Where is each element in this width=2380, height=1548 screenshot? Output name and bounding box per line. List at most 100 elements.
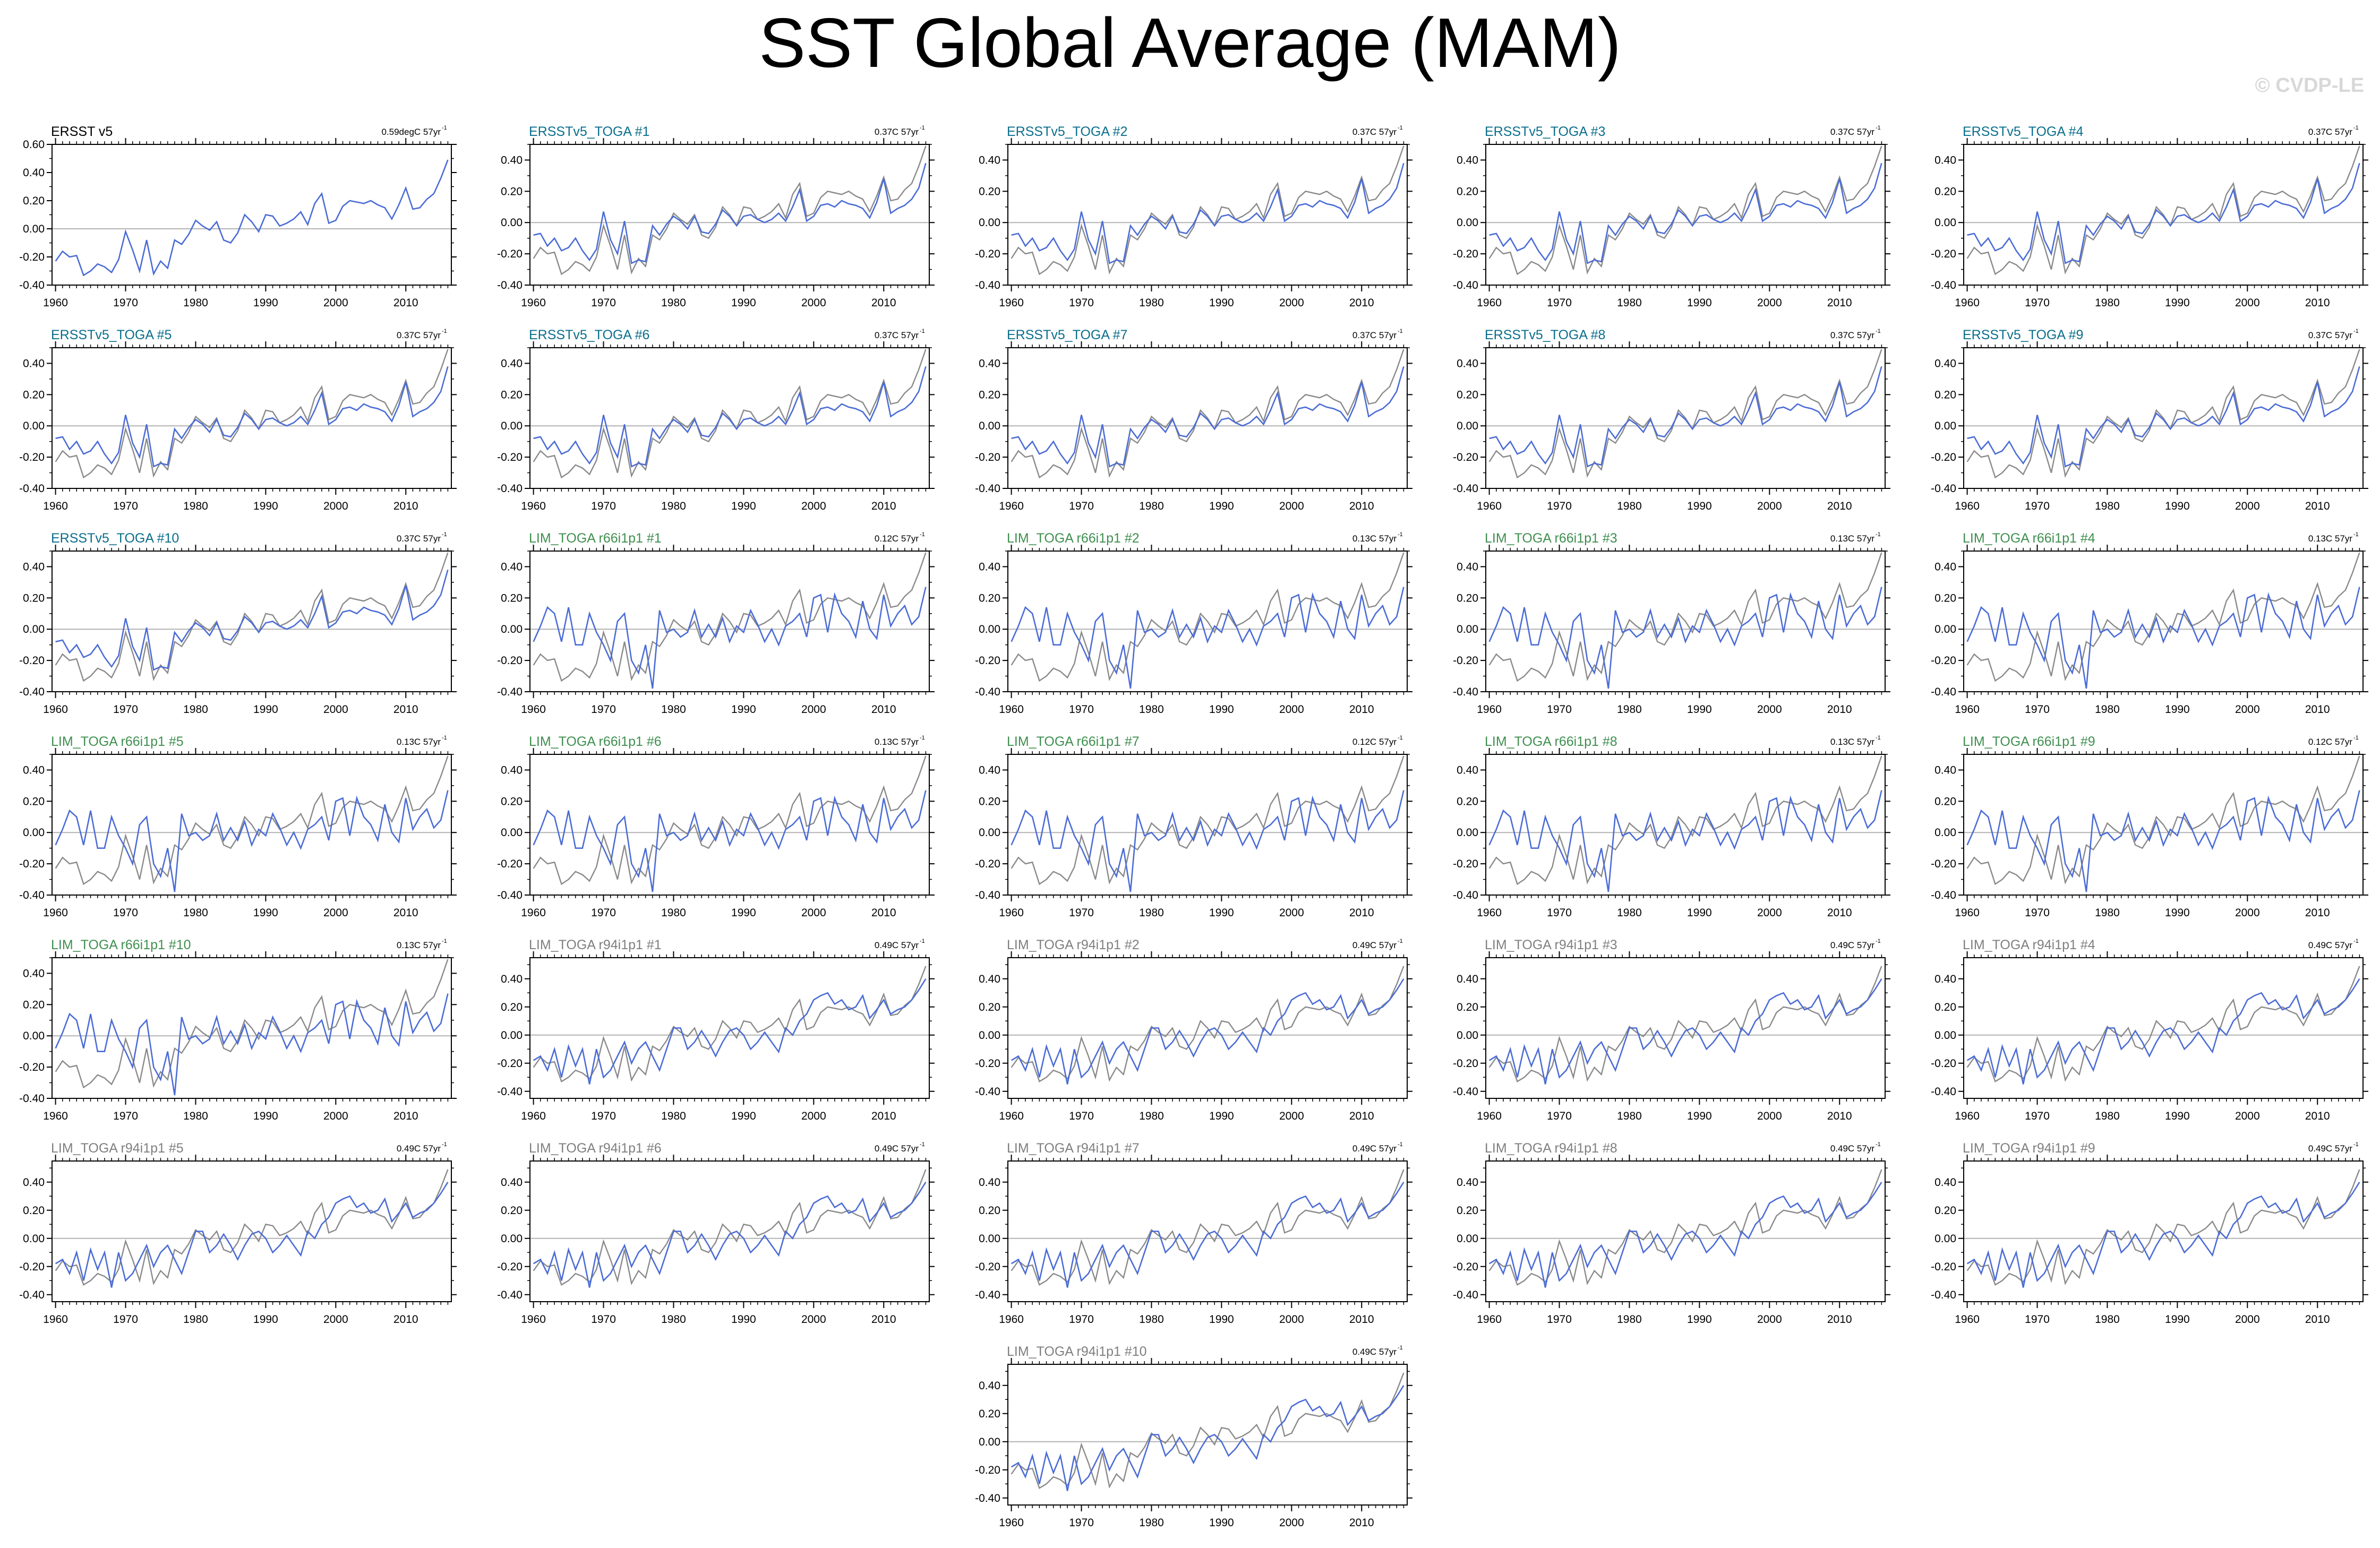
- x-tick-label: 1970: [2025, 703, 2050, 716]
- panel-9: ERSSTv5_TOGA #8 0.37C 57yr -1 0.40 0.20 0.00 -…: [1453, 328, 1890, 512]
- x-tick-label: 1970: [591, 703, 616, 716]
- panel-trend-exponent: -1: [442, 735, 447, 741]
- y-tick-label: -0.20: [19, 858, 45, 870]
- x-tick-label: 1980: [183, 1313, 208, 1326]
- series-line-member: [1966, 978, 2360, 1085]
- panel-26: LIM_TOGA r94i1p1 #5 0.49C 57yr -1 0.40 0.20 0…: [19, 1141, 457, 1326]
- x-tick-label: 1980: [661, 1313, 686, 1326]
- y-tick-label: -0.40: [1931, 1086, 1956, 1098]
- y-tick-label: 0.40: [23, 561, 45, 573]
- panel-28: LIM_TOGA r94i1p1 #7 0.49C 57yr -1 0.40 0.20 0…: [975, 1141, 1412, 1326]
- series-line-member: [1011, 1182, 1405, 1288]
- panel-trend-label: 0.49C 57yr: [2308, 1143, 2352, 1154]
- series-line-observed-overlay: [1011, 1169, 1405, 1286]
- y-tick-label: -0.20: [1931, 451, 1956, 463]
- y-tick-label: -0.40: [19, 1093, 45, 1105]
- panel-trend-exponent: -1: [2353, 125, 2359, 131]
- x-tick-label: 2010: [871, 500, 896, 512]
- series-line-observed-overlay: [1011, 552, 1405, 682]
- y-tick-label: 0.40: [501, 1176, 523, 1189]
- panel-10: ERSSTv5_TOGA #9 0.37C 57yr -1 0.40 0.20 0.00 -…: [1931, 328, 2368, 512]
- panel-17: LIM_TOGA r66i1p1 #6 0.13C 57yr -1 0.40 0.20 0…: [497, 734, 935, 919]
- y-tick-label: -0.40: [975, 1086, 1000, 1098]
- x-tick-label: 1970: [2025, 500, 2050, 512]
- x-tick-label: 1980: [1617, 500, 1642, 512]
- panel-trend-label: 0.49C 57yr: [2308, 940, 2352, 950]
- panel-trend-label: 0.49C 57yr: [1352, 1347, 1397, 1357]
- y-tick-label: 0.00: [1457, 623, 1478, 635]
- y-tick-label: -0.40: [497, 1289, 523, 1301]
- series-line-member: [1488, 790, 1882, 892]
- panel-title: LIM_TOGA r94i1p1 #5: [51, 1141, 184, 1156]
- series-line-observed-overlay: [1966, 966, 2360, 1082]
- x-tick-label: 1960: [521, 907, 546, 919]
- y-tick-label: 0.40: [1457, 357, 1478, 369]
- panel-title: LIM_TOGA r66i1p1 #5: [51, 734, 184, 749]
- x-tick-label: 2010: [393, 500, 418, 512]
- series-line-observed-overlay: [533, 349, 927, 479]
- panel-title: LIM_TOGA r66i1p1 #3: [1485, 531, 1617, 546]
- panel-trend-label: 0.37C 57yr: [2308, 330, 2352, 340]
- panel-trend-label: 0.49C 57yr: [397, 1143, 441, 1154]
- x-tick-label: 1990: [1687, 500, 1712, 512]
- x-tick-label: 2000: [1757, 1313, 1782, 1326]
- x-tick-label: 2000: [801, 297, 826, 309]
- y-tick-label: 0.00: [979, 1436, 1000, 1448]
- panel-trend-label: 0.13C 57yr: [1352, 534, 1397, 544]
- y-tick-label: 0.40: [1934, 357, 1956, 369]
- x-tick-label: 1960: [1955, 1313, 1980, 1326]
- panel-27: LIM_TOGA r94i1p1 #6 0.49C 57yr -1 0.40 0.20 0…: [497, 1141, 935, 1326]
- panel-trend-exponent: -1: [442, 125, 447, 131]
- panel-30: LIM_TOGA r94i1p1 #9 0.49C 57yr -1 0.40 0.20 0…: [1931, 1141, 2368, 1326]
- series-line-member: [533, 978, 927, 1085]
- y-tick-label: -0.20: [19, 655, 45, 667]
- x-tick-label: 1980: [661, 907, 686, 919]
- y-tick-label: 0.20: [501, 592, 523, 604]
- y-tick-label: 0.40: [979, 973, 1000, 985]
- x-tick-label: 1960: [43, 1313, 68, 1326]
- x-tick-label: 2000: [1279, 703, 1304, 716]
- series-line-member: [1967, 162, 2360, 264]
- panel-title: LIM_TOGA r94i1p1 #10: [1007, 1344, 1147, 1359]
- panel-title: LIM_TOGA r66i1p1 #8: [1485, 734, 1617, 749]
- x-tick-label: 2000: [323, 703, 348, 716]
- panel-trend-label: 0.13C 57yr: [1830, 737, 1874, 747]
- x-tick-label: 1960: [1477, 1313, 1502, 1326]
- y-tick-label: 0.20: [23, 592, 45, 604]
- series-line-member: [55, 1182, 449, 1288]
- panel-title: ERSSTv5_TOGA #5: [51, 328, 172, 342]
- series-line-member: [1488, 587, 1882, 689]
- x-tick-label: 2010: [393, 907, 418, 919]
- x-tick-label: 1980: [661, 703, 686, 716]
- y-tick-label: 0.40: [1457, 973, 1478, 985]
- x-tick-label: 2010: [871, 297, 896, 309]
- x-tick-label: 1960: [1477, 1110, 1502, 1122]
- y-tick-label: -0.20: [497, 1057, 523, 1070]
- panel-title: ERSSTv5_TOGA #1: [529, 124, 649, 139]
- y-tick-label: -0.20: [1453, 858, 1478, 870]
- x-tick-label: 1990: [1687, 1110, 1712, 1122]
- x-tick-label: 1990: [731, 1313, 756, 1326]
- x-tick-label: 2010: [1827, 1110, 1852, 1122]
- x-tick-label: 1960: [1477, 297, 1502, 309]
- panel-title: LIM_TOGA r94i1p1 #9: [1963, 1141, 2095, 1156]
- y-tick-label: 0.00: [23, 1233, 45, 1245]
- x-tick-label: 2010: [1827, 703, 1852, 716]
- panel-trend-label: 0.37C 57yr: [397, 330, 441, 340]
- x-tick-label: 1990: [2165, 297, 2190, 309]
- panel-20: LIM_TOGA r66i1p1 #9 0.12C 57yr -1 0.40 0.20 0…: [1931, 734, 2368, 919]
- x-tick-label: 1960: [521, 1110, 546, 1122]
- x-tick-label: 2010: [1349, 297, 1374, 309]
- series-line-observed-overlay: [533, 145, 927, 276]
- series-line-observed-overlay: [1966, 1169, 2360, 1286]
- x-tick-label: 2010: [1827, 500, 1852, 512]
- panel-title: ERSSTv5_TOGA #4: [1963, 124, 2084, 139]
- y-tick-label: 0.20: [979, 185, 1000, 197]
- x-tick-label: 1970: [113, 500, 138, 512]
- x-tick-label: 1970: [2025, 907, 2050, 919]
- series-line-observed-overlay: [55, 349, 449, 479]
- y-tick-label: 0.40: [501, 154, 523, 166]
- y-tick-label: 0.20: [979, 592, 1000, 604]
- y-tick-label: -0.20: [975, 451, 1000, 463]
- series-line-member: [533, 162, 927, 264]
